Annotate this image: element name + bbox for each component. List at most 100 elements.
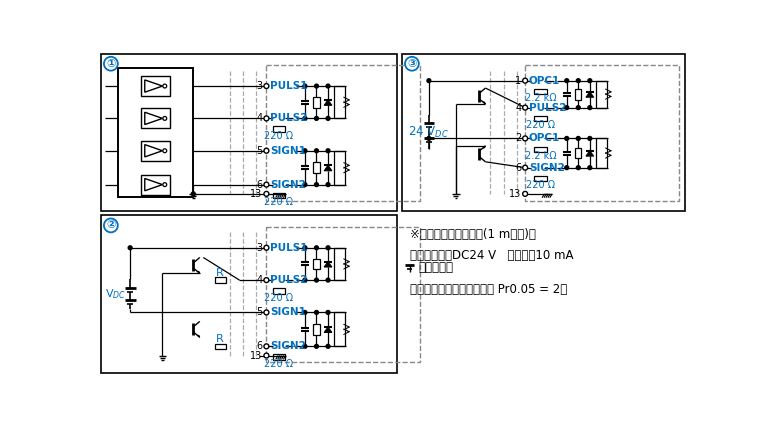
Text: ③: ③ (407, 59, 416, 69)
Circle shape (314, 344, 318, 348)
Circle shape (303, 116, 307, 120)
Bar (535, 89, 547, 94)
Bar (118, 68, 193, 197)
Bar (535, 176, 547, 181)
Polygon shape (586, 151, 594, 156)
Bar (215, 344, 225, 349)
Text: PULS1: PULS1 (270, 81, 308, 91)
Circle shape (588, 79, 592, 83)
Bar (272, 288, 285, 294)
Circle shape (576, 79, 580, 83)
Bar (535, 146, 547, 152)
Bar (314, 97, 320, 108)
Bar (272, 193, 285, 198)
Bar (314, 324, 320, 335)
Circle shape (326, 84, 330, 88)
Polygon shape (324, 262, 332, 267)
Circle shape (314, 116, 318, 120)
Circle shape (314, 246, 318, 250)
Bar (535, 116, 547, 121)
Text: 2.2 kΩ: 2.2 kΩ (525, 93, 556, 103)
Circle shape (588, 136, 592, 141)
Bar (141, 76, 170, 96)
Circle shape (303, 344, 307, 348)
Bar (141, 175, 170, 195)
Text: 2: 2 (515, 133, 522, 143)
Circle shape (326, 311, 330, 314)
Bar (525, 65, 679, 201)
Circle shape (576, 106, 580, 110)
Text: SIGN2: SIGN2 (270, 180, 306, 189)
Bar (596, 81, 607, 108)
Circle shape (163, 149, 166, 153)
Bar (575, 148, 581, 158)
Circle shape (163, 84, 166, 88)
Text: 24 V$_{DC}$: 24 V$_{DC}$ (409, 125, 449, 140)
Circle shape (264, 353, 269, 358)
Text: PULS2: PULS2 (529, 103, 567, 113)
Text: 4: 4 (256, 114, 262, 123)
Circle shape (264, 310, 269, 315)
Bar (141, 108, 170, 128)
Text: 13: 13 (509, 189, 522, 199)
Bar (272, 354, 285, 360)
Circle shape (522, 136, 528, 141)
Circle shape (104, 219, 118, 233)
Circle shape (264, 344, 269, 349)
Polygon shape (483, 102, 486, 104)
Text: ※配线长度，请控制在(1 m以内)。: ※配线长度，请控制在(1 m以内)。 (410, 228, 535, 241)
Text: SIGN2: SIGN2 (270, 341, 306, 352)
Bar (101, 215, 397, 373)
Circle shape (303, 84, 307, 88)
Circle shape (326, 278, 330, 282)
Circle shape (264, 245, 269, 250)
Text: 6: 6 (256, 180, 262, 189)
Text: 5: 5 (256, 308, 262, 317)
Text: 220 Ω: 220 Ω (264, 359, 293, 369)
Bar (334, 312, 345, 346)
Polygon shape (324, 100, 332, 106)
Text: 最大输入电压DC24 V   额定电洗10 mA: 最大输入电压DC24 V 额定电洗10 mA (410, 249, 573, 262)
Polygon shape (197, 271, 199, 273)
Bar (314, 259, 320, 269)
Circle shape (264, 84, 269, 89)
Text: 6: 6 (515, 162, 522, 173)
Circle shape (588, 106, 592, 110)
Circle shape (522, 192, 528, 196)
Text: 3: 3 (256, 81, 262, 91)
Text: 220 Ω: 220 Ω (264, 293, 293, 303)
Circle shape (326, 116, 330, 120)
Text: V$_{DC}$: V$_{DC}$ (105, 287, 127, 301)
Text: SIGN2: SIGN2 (529, 162, 565, 173)
Text: 13: 13 (250, 189, 262, 199)
Bar (266, 65, 420, 201)
Circle shape (314, 311, 318, 314)
Bar (334, 248, 345, 280)
Bar (596, 138, 607, 168)
Circle shape (264, 182, 269, 187)
Bar (215, 277, 225, 283)
Circle shape (326, 246, 330, 250)
Circle shape (303, 246, 307, 250)
Circle shape (314, 278, 318, 282)
Text: 220 Ω: 220 Ω (264, 197, 293, 207)
Circle shape (163, 116, 166, 120)
Bar (141, 141, 170, 161)
Circle shape (303, 278, 307, 282)
Text: 5: 5 (256, 146, 262, 156)
Circle shape (588, 166, 592, 170)
Circle shape (565, 79, 568, 83)
Bar (575, 89, 581, 100)
Text: 220 Ω: 220 Ω (264, 131, 293, 141)
Circle shape (303, 183, 307, 187)
Text: PULS2: PULS2 (270, 275, 308, 285)
Text: PULS2: PULS2 (270, 114, 308, 123)
Circle shape (314, 183, 318, 187)
Polygon shape (324, 165, 332, 171)
Circle shape (576, 166, 580, 170)
Circle shape (565, 106, 568, 110)
Text: PULS1: PULS1 (270, 243, 308, 253)
Text: 为双给线。: 为双给线。 (418, 261, 453, 274)
Circle shape (191, 192, 195, 196)
Circle shape (522, 165, 528, 170)
